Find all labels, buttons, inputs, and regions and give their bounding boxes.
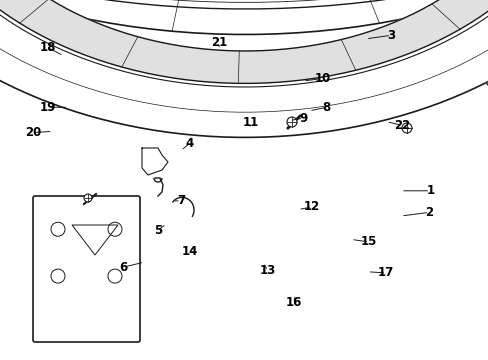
Polygon shape bbox=[0, 0, 488, 84]
Polygon shape bbox=[142, 148, 168, 175]
Text: 22: 22 bbox=[393, 119, 409, 132]
Circle shape bbox=[286, 117, 296, 127]
Text: 21: 21 bbox=[210, 36, 227, 49]
Text: 17: 17 bbox=[377, 266, 394, 279]
Text: 14: 14 bbox=[181, 246, 198, 258]
Circle shape bbox=[401, 123, 411, 133]
Text: 2: 2 bbox=[425, 206, 432, 219]
Polygon shape bbox=[0, 0, 488, 9]
Polygon shape bbox=[0, 0, 488, 138]
Circle shape bbox=[51, 222, 65, 236]
Text: 9: 9 bbox=[299, 112, 306, 125]
Polygon shape bbox=[0, 0, 488, 35]
Text: 11: 11 bbox=[242, 116, 258, 129]
Polygon shape bbox=[485, 0, 488, 124]
Text: 4: 4 bbox=[185, 137, 193, 150]
Text: 5: 5 bbox=[154, 224, 162, 237]
Circle shape bbox=[108, 269, 122, 283]
Text: 12: 12 bbox=[303, 201, 320, 213]
Text: 20: 20 bbox=[25, 126, 41, 139]
Circle shape bbox=[108, 222, 122, 236]
Text: 16: 16 bbox=[285, 296, 301, 309]
Text: 15: 15 bbox=[360, 235, 377, 248]
Text: 1: 1 bbox=[426, 184, 433, 197]
Text: 6: 6 bbox=[120, 261, 127, 274]
Text: 7: 7 bbox=[177, 194, 184, 207]
Text: 10: 10 bbox=[314, 72, 330, 85]
Text: 18: 18 bbox=[40, 41, 56, 54]
FancyBboxPatch shape bbox=[33, 196, 140, 342]
Text: 8: 8 bbox=[322, 101, 330, 114]
Circle shape bbox=[51, 269, 65, 283]
Text: 3: 3 bbox=[386, 29, 394, 42]
Text: 13: 13 bbox=[259, 264, 276, 277]
Circle shape bbox=[84, 194, 92, 202]
Text: 19: 19 bbox=[40, 101, 56, 114]
